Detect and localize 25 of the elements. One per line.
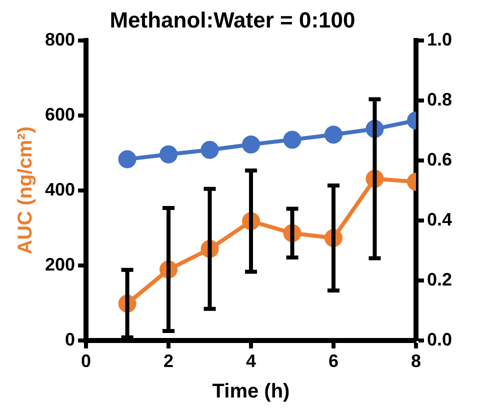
chart-title: Methanol:Water = 0:100	[110, 7, 356, 32]
y2-tick-label: 0.6	[426, 149, 452, 170]
y-tick-label: 400	[44, 179, 76, 200]
x-tick-label: 2	[164, 351, 174, 372]
y-tick-label: 200	[44, 254, 76, 274]
point	[160, 145, 178, 164]
y2-tick-label: 0.0	[426, 329, 452, 350]
y-axis-title: AUC (ng/cm²)	[14, 126, 37, 254]
point	[324, 126, 342, 144]
point	[118, 150, 136, 168]
point	[242, 136, 260, 154]
y2-tick-label: 0.8	[426, 89, 452, 110]
point	[283, 130, 302, 149]
y2-tick-label: 1.0	[426, 29, 452, 50]
y2-tick-label: 0.4	[426, 209, 452, 230]
x-tick-label: 0	[81, 351, 92, 372]
x-tick-label: 4	[246, 351, 256, 372]
x-tick-label: 8	[410, 351, 421, 372]
y-tick-label: 800	[44, 29, 76, 50]
y-tick-label: 600	[44, 104, 76, 124]
y2-tick-label: 0.2	[426, 269, 452, 290]
x-axis-title: Time (h)	[212, 380, 290, 403]
point	[200, 140, 219, 159]
x-tick-label: 6	[328, 351, 338, 372]
y-tick-label: 0	[65, 329, 76, 350]
